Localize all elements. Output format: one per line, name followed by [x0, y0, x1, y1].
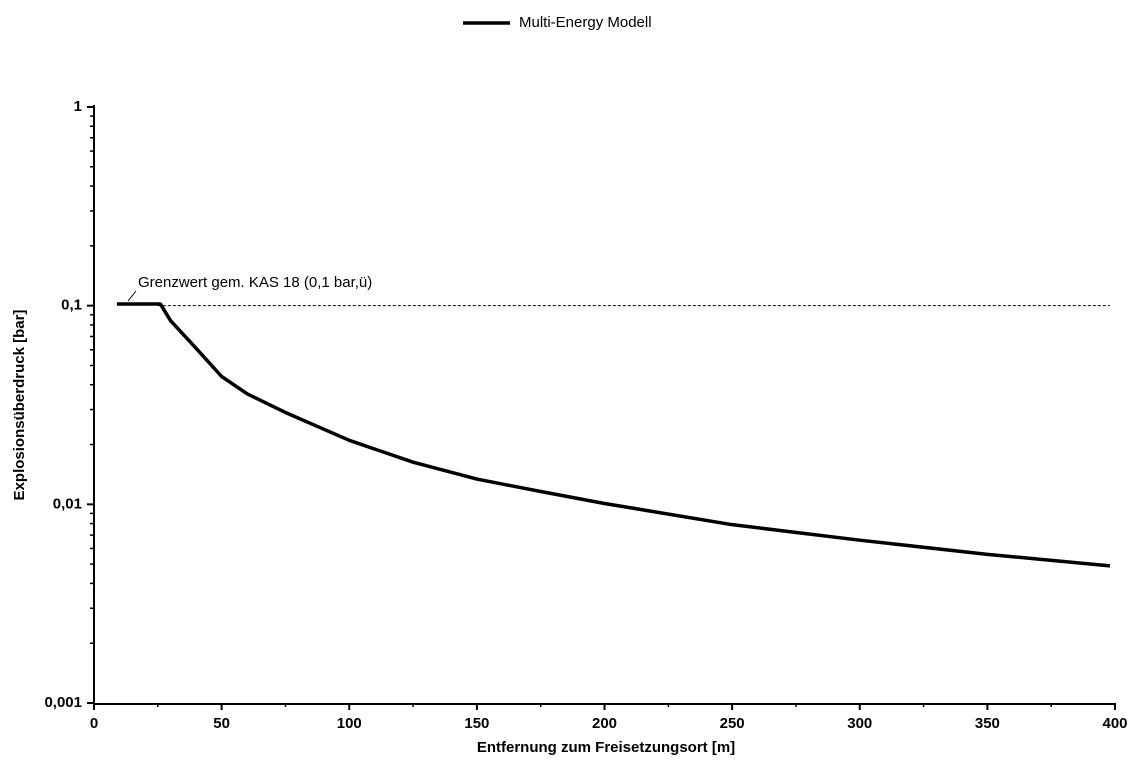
x-tick-label: 250 — [720, 715, 745, 732]
x-tick-label: 200 — [592, 715, 617, 732]
x-tick-label: 150 — [464, 715, 489, 732]
threshold-label: Grenzwert gem. KAS 18 (0,1 bar,ü) — [138, 274, 372, 291]
annotation-leader — [127, 290, 137, 302]
series-line — [116, 302, 1111, 568]
y-axis-title: Explosionsüberdruck [bar] — [11, 310, 28, 501]
y-tick-label: 0,01 — [53, 495, 82, 512]
x-tick-label: 300 — [847, 715, 872, 732]
x-tick-label: 350 — [975, 715, 1000, 732]
x-tick-label: 0 — [90, 715, 98, 732]
x-tick-label: 100 — [337, 715, 362, 732]
y-tick-label: 1 — [74, 98, 82, 115]
x-tick-label: 400 — [1102, 715, 1127, 732]
y-tick-label: 0,001 — [44, 694, 82, 711]
legend-label: Multi-Energy Modell — [519, 14, 652, 31]
x-axis-title: Entfernung zum Freisetzungsort [m] — [477, 739, 735, 756]
x-tick-label: 50 — [213, 715, 230, 732]
y-tick-label: 0,1 — [61, 297, 82, 314]
